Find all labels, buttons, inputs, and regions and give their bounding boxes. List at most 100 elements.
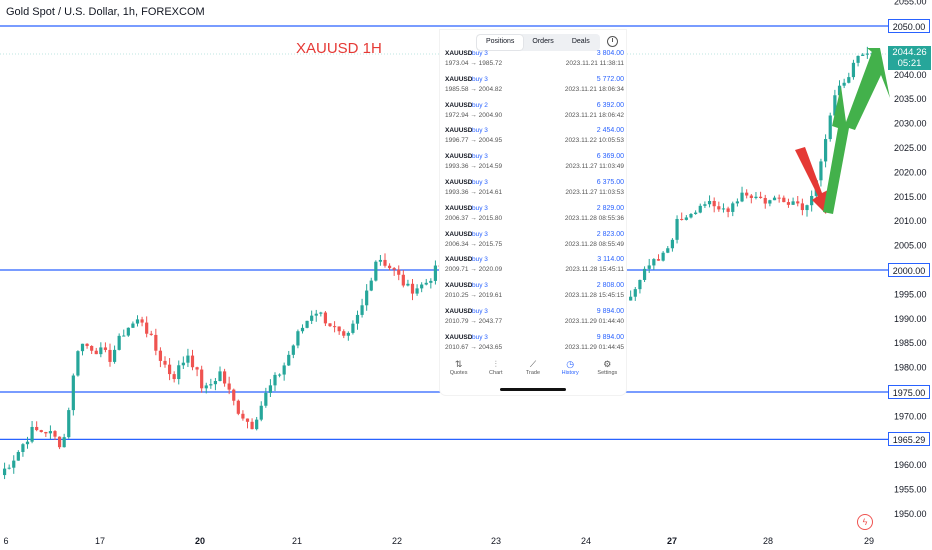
candle-body <box>30 426 34 442</box>
candle-body <box>112 349 117 362</box>
deal-row[interactable]: XAUUSD buy 3 2009.71 → 2020.09 3 114.00 2023… <box>440 254 626 280</box>
deal-profit: 3 114.00 <box>597 256 624 264</box>
candle-body <box>365 290 369 306</box>
deal-row[interactable]: XAUUSD buy 3 1993.36 → 2014.59 6 369.00 2023… <box>440 151 626 177</box>
deal-price-range: 2010.67 → 2043.65 <box>445 343 503 351</box>
candle-body <box>387 265 392 269</box>
candle-body <box>218 371 222 382</box>
deal-profit: 2 454.00 <box>596 127 624 135</box>
candle-body <box>85 343 89 346</box>
deal-profit: 6 369.00 <box>596 153 624 161</box>
time-axis-label: 22 <box>392 536 402 546</box>
candle-body <box>158 350 163 361</box>
candle-body <box>163 360 167 365</box>
nav-chart[interactable]: ⫶ Chart <box>478 358 514 382</box>
deal-row[interactable]: XAUUSD buy 2 1972.94 → 2004.90 6 392.00 2023… <box>440 100 626 126</box>
candle-body <box>328 323 332 327</box>
deal-symbol: XAUUSD <box>445 75 473 83</box>
candle-body <box>731 203 735 212</box>
candle-body <box>62 437 66 448</box>
deal-row[interactable]: XAUUSD buy 3 2010.67 → 2043.65 9 894.00 2023… <box>440 332 626 358</box>
candle-body <box>629 296 633 301</box>
tab-deals[interactable]: Deals <box>571 38 590 45</box>
candle-body <box>745 192 749 196</box>
candle-body <box>698 205 702 213</box>
deal-side: buy 3 <box>472 127 488 135</box>
candle-body <box>245 418 250 422</box>
candle-body <box>264 392 268 406</box>
deal-row[interactable]: XAUUSD buy 3 1985.58 → 2004.82 5 772.00 2023… <box>440 74 626 100</box>
nav-quotes[interactable]: ⇅ Quotes <box>441 358 477 382</box>
deal-side: buy 3 <box>472 282 488 290</box>
deal-price-range: 1972.94 → 2004.90 <box>445 111 503 119</box>
quotes-icon: ⇅ <box>454 359 463 369</box>
candle-body <box>57 436 62 448</box>
candle-body <box>172 374 176 380</box>
candle-body <box>177 365 181 380</box>
candle-body <box>94 350 98 355</box>
deal-price-range: 2010.79 → 2043.77 <box>445 317 503 325</box>
level-price-label: 1975.00 <box>888 385 930 399</box>
deal-symbol: XAUUSD <box>445 230 473 238</box>
candle-body <box>282 365 286 375</box>
deal-side: buy 3 <box>472 307 488 315</box>
candle-body <box>406 283 410 286</box>
candle-body <box>209 384 213 386</box>
candle-body <box>856 55 860 63</box>
candle-body <box>255 419 259 430</box>
nav-history[interactable]: ◷ History <box>552 358 588 382</box>
deal-profit: 3 804.00 <box>596 50 624 57</box>
deal-row[interactable]: XAUUSD buy 3 1993.36 → 2014.61 6 375.00 2023… <box>440 177 626 203</box>
candle-body <box>337 326 341 332</box>
deal-price-range: 2006.37 → 2015.80 <box>445 214 503 222</box>
deal-price-range: 1993.36 → 2014.61 <box>445 188 503 196</box>
history-tabs: Positions Orders Deals <box>476 34 600 51</box>
candle-body <box>319 312 323 314</box>
deal-row[interactable]: XAUUSD buy 3 1973.04 → 1985.72 3 804.00 2023… <box>440 48 626 74</box>
time-axis-label: 27 <box>667 536 677 546</box>
deal-side: buy 3 <box>472 75 488 83</box>
deal-price-range: 2010.25 → 2019.61 <box>445 292 503 300</box>
deal-side: buy 3 <box>472 50 488 57</box>
candle-body <box>300 327 305 332</box>
candle-body <box>140 319 144 323</box>
time-axis-label: 17 <box>95 536 105 546</box>
deal-symbol: XAUUSD <box>445 256 473 264</box>
candle-body <box>740 192 744 202</box>
nav-settings[interactable]: ⚙ Settings <box>589 358 625 382</box>
symbol-title: Gold Spot / U.S. Dollar, 1h, FOREXCOM <box>6 6 205 18</box>
candle-body <box>323 312 328 324</box>
candle-body <box>694 212 698 215</box>
deal-row[interactable]: XAUUSD buy 3 2010.79 → 2043.77 9 894.00 2023… <box>440 306 626 332</box>
price-tick-label: 2020.00 <box>894 167 927 177</box>
deal-row[interactable]: XAUUSD buy 3 2006.34 → 2015.75 2 823.00 2023… <box>440 229 626 255</box>
candle-body <box>833 95 837 116</box>
candle-body <box>186 355 190 363</box>
candle-body <box>12 460 16 468</box>
price-tick-label: 2035.00 <box>894 94 927 104</box>
clock-icon[interactable] <box>607 36 618 47</box>
deal-profit: 9 894.00 <box>596 333 624 341</box>
candle-body <box>53 431 57 437</box>
deal-time: 2023.11.21 18:06:34 <box>564 85 624 93</box>
deal-row[interactable]: XAUUSD buy 3 2006.37 → 2015.80 2 829.00 2023… <box>440 203 626 229</box>
candle-body <box>305 320 309 328</box>
deal-row[interactable]: XAUUSD buy 3 2010.25 → 2019.61 2 808.00 2023… <box>440 280 626 306</box>
nav-label: Settings <box>597 370 618 376</box>
flash-icon[interactable]: ϟ <box>857 514 873 530</box>
candle-body <box>415 288 419 294</box>
candle-body <box>433 265 438 281</box>
deal-profit: 2 823.00 <box>596 230 624 238</box>
candle-body <box>236 400 240 414</box>
deal-side: buy 2 <box>472 101 488 109</box>
level-price-label: 1965.29 <box>888 432 930 447</box>
candle-body <box>397 269 401 275</box>
deal-row[interactable]: XAUUSD buy 3 1996.77 → 2004.95 2 454.00 2023… <box>440 125 626 151</box>
deal-time: 2023.11.27 11:03:49 <box>565 163 624 171</box>
candle-body <box>250 421 254 430</box>
tab-positions[interactable]: Positions <box>477 35 524 50</box>
tab-orders[interactable]: Orders <box>532 38 554 45</box>
nav-trade[interactable]: ⟋ Trade <box>515 358 551 382</box>
price-tick-label: 1960.00 <box>894 460 927 470</box>
